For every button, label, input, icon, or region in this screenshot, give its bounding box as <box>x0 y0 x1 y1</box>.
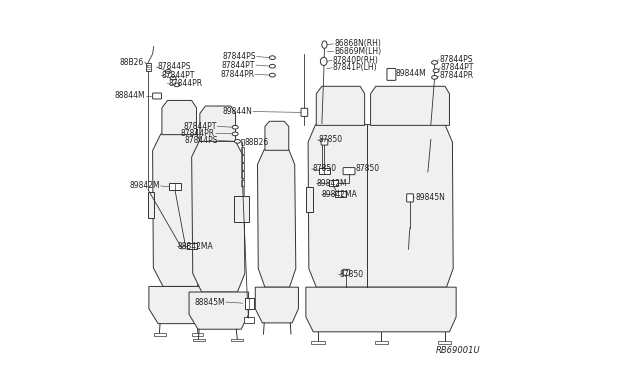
Text: 88844M: 88844M <box>115 92 145 100</box>
Ellipse shape <box>433 69 439 73</box>
Polygon shape <box>312 341 325 344</box>
Polygon shape <box>241 147 244 154</box>
Polygon shape <box>241 139 244 145</box>
Ellipse shape <box>165 70 172 73</box>
Text: 87844PR: 87844PR <box>168 79 202 88</box>
Text: 89844N: 89844N <box>223 107 252 116</box>
Polygon shape <box>191 333 203 336</box>
Text: 87844PT: 87844PT <box>162 71 195 80</box>
Polygon shape <box>255 287 298 323</box>
Polygon shape <box>316 86 365 125</box>
Text: 89842M: 89842M <box>129 182 160 190</box>
Polygon shape <box>234 196 250 222</box>
Text: 88B26: 88B26 <box>244 138 268 147</box>
Text: 87844PS: 87844PS <box>439 55 472 64</box>
Text: 87841P(LH): 87841P(LH) <box>333 63 377 72</box>
Polygon shape <box>241 171 244 178</box>
Text: 87844PT: 87844PT <box>183 122 216 131</box>
FancyBboxPatch shape <box>321 139 328 145</box>
Polygon shape <box>189 292 248 329</box>
FancyBboxPatch shape <box>329 180 338 186</box>
Polygon shape <box>308 125 453 287</box>
Polygon shape <box>241 163 244 170</box>
Ellipse shape <box>170 76 176 80</box>
Polygon shape <box>162 100 196 135</box>
Polygon shape <box>371 86 449 125</box>
Polygon shape <box>241 155 244 162</box>
Text: 87844PS: 87844PS <box>157 62 191 71</box>
FancyBboxPatch shape <box>335 191 346 197</box>
Ellipse shape <box>431 61 438 64</box>
Text: 87844PT: 87844PT <box>441 63 474 72</box>
Polygon shape <box>374 341 388 344</box>
Ellipse shape <box>431 76 438 79</box>
Text: 89842MA: 89842MA <box>322 190 358 199</box>
Ellipse shape <box>322 41 327 48</box>
Ellipse shape <box>321 57 327 65</box>
Polygon shape <box>193 339 205 341</box>
Polygon shape <box>306 187 314 212</box>
Text: 88B26: 88B26 <box>120 58 144 67</box>
FancyBboxPatch shape <box>152 93 161 99</box>
Ellipse shape <box>269 73 275 77</box>
Text: RB69001U: RB69001U <box>435 346 480 355</box>
Polygon shape <box>191 141 245 292</box>
Ellipse shape <box>269 64 275 68</box>
Polygon shape <box>152 134 205 286</box>
Polygon shape <box>231 339 243 341</box>
Ellipse shape <box>234 140 241 143</box>
Text: 87840P(RH): 87840P(RH) <box>333 56 378 65</box>
Ellipse shape <box>174 83 180 87</box>
Polygon shape <box>265 121 289 150</box>
Polygon shape <box>438 341 451 344</box>
Polygon shape <box>241 180 244 186</box>
Text: 87844PR: 87844PR <box>440 71 474 80</box>
Text: 87844PS: 87844PS <box>223 52 256 61</box>
Text: 89842M: 89842M <box>316 179 347 187</box>
Text: 87850: 87850 <box>318 135 342 144</box>
FancyBboxPatch shape <box>343 167 355 174</box>
Text: 87844PS: 87844PS <box>184 136 218 145</box>
Text: 87844PT: 87844PT <box>222 61 255 70</box>
FancyBboxPatch shape <box>406 194 413 202</box>
Polygon shape <box>154 333 166 336</box>
Polygon shape <box>244 317 254 323</box>
Ellipse shape <box>232 132 238 136</box>
Text: 87850: 87850 <box>312 164 337 173</box>
Text: 88842MA: 88842MA <box>178 242 214 251</box>
FancyBboxPatch shape <box>169 183 181 190</box>
FancyBboxPatch shape <box>387 68 396 80</box>
Polygon shape <box>257 150 296 287</box>
Text: 88845M: 88845M <box>195 298 225 307</box>
Ellipse shape <box>269 56 275 60</box>
Text: 87850: 87850 <box>356 164 380 173</box>
Polygon shape <box>306 287 456 332</box>
Text: B6869M(LH): B6869M(LH) <box>334 47 381 56</box>
Text: 87844PR: 87844PR <box>181 129 215 138</box>
FancyBboxPatch shape <box>342 269 349 275</box>
Text: 86868N(RH): 86868N(RH) <box>334 39 381 48</box>
FancyBboxPatch shape <box>319 168 330 174</box>
Polygon shape <box>148 192 154 218</box>
Text: 87844PR: 87844PR <box>220 70 254 79</box>
Polygon shape <box>149 286 211 324</box>
Ellipse shape <box>232 125 238 129</box>
Polygon shape <box>197 192 212 218</box>
Text: 89844M: 89844M <box>395 69 426 78</box>
Polygon shape <box>200 106 236 141</box>
FancyBboxPatch shape <box>187 243 196 249</box>
Text: 87850: 87850 <box>339 270 364 279</box>
FancyBboxPatch shape <box>245 298 254 309</box>
FancyBboxPatch shape <box>301 108 308 116</box>
Text: 89845N: 89845N <box>415 193 445 202</box>
